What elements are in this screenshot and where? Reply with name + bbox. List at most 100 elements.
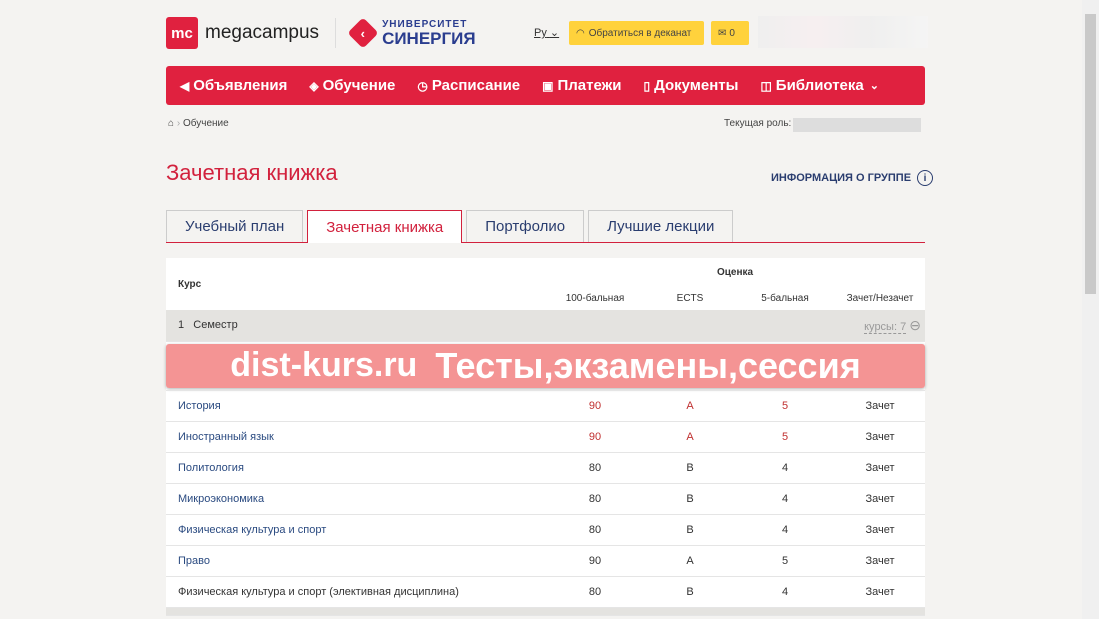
breadcrumb: ⌂ › Обучение <box>168 118 229 129</box>
course-name: Физическая культура и спорт (элективная … <box>166 576 545 608</box>
col-ects: ECTS <box>676 292 704 304</box>
course-name[interactable]: Микроэкономика <box>166 483 545 515</box>
megaphone-icon: ◀ <box>180 78 190 93</box>
dean-button[interactable]: ◠ Обратиться в деканат <box>569 21 704 45</box>
pass-status: Зачет <box>835 452 925 484</box>
table-row: Физическая культура и спорт 80 B 4 Зачет <box>166 514 925 546</box>
watermark: dist-kurs.ru Тесты,экзамены,сессия <box>166 343 925 388</box>
scrollbar-thumb[interactable] <box>1085 14 1096 294</box>
pass-status: Зачет <box>835 545 925 577</box>
tab-portfolio[interactable]: Портфолио <box>466 210 585 242</box>
synergy-bottom: СИНЕРГИЯ <box>382 28 476 48</box>
semester-label: 1 Семестр <box>166 310 545 342</box>
collapse-icon[interactable]: ⊖ <box>909 316 921 333</box>
score-100: 80 <box>545 514 645 546</box>
score-5: 4 <box>735 452 835 484</box>
col-5: 5-бальная <box>761 292 809 304</box>
user-profile-blurred[interactable] <box>758 16 928 48</box>
grades-table: Курс Оценка 100-бальная ECTS 5-бальная Заче… <box>166 258 925 616</box>
role-label: Текущая роль: <box>724 118 792 129</box>
score-100: 90 <box>545 545 645 577</box>
synergy-logo: ‹ УНИВЕРСИТЕТ СИНЕРГИЯ <box>347 17 476 49</box>
nav-schedule[interactable]: ◷ Расписание <box>417 77 521 94</box>
col-grade: Оценка <box>716 266 754 278</box>
nav-payments[interactable]: ▣ Платежи <box>542 77 622 94</box>
score-5: 5 <box>735 545 835 577</box>
score-5: 4 <box>735 483 835 515</box>
mail-count: 0 <box>729 27 735 39</box>
pass-status: Зачет <box>835 421 925 453</box>
card-icon: ▣ <box>542 78 554 93</box>
graduation-cap-icon: ◈ <box>309 78 319 93</box>
nav-documents[interactable]: ▯ Документы <box>643 77 739 94</box>
home-icon[interactable]: ⌂ <box>168 118 175 129</box>
nav-library[interactable]: ◫ Библиотека ⌄ <box>760 77 879 94</box>
table-row: Право 90 A 5 Зачет <box>166 545 925 577</box>
pass-status: Зачет <box>835 390 925 422</box>
score-ects: B <box>645 514 735 546</box>
pass-status: Зачет <box>835 576 925 608</box>
col-pass: Зачет/Незачет <box>846 292 914 304</box>
group-info-label: ИНФОРМАЦИЯ О ГРУППЕ <box>771 172 912 184</box>
col-course: Курс <box>178 278 202 290</box>
score-100: 90 <box>545 421 645 453</box>
course-name[interactable]: История <box>166 390 545 422</box>
table-row: Физическая культура и спорт (элективная … <box>166 576 925 608</box>
table-row: Микроэкономика 80 B 4 Зачет <box>166 483 925 515</box>
breadcrumb-separator-icon: › <box>176 118 181 129</box>
table-row: Иностранный язык 90 A 5 Зачет <box>166 421 925 453</box>
score-100: 80 <box>545 452 645 484</box>
tab-study-plan[interactable]: Учебный план <box>166 210 304 242</box>
main-nav: ◀ Объявления ◈ Обучение ◷ Расписание ▣ Плате… <box>166 66 925 105</box>
chevron-down-icon: ⌄ <box>869 80 879 92</box>
mail-icon: ✉ <box>718 27 727 39</box>
scrollbar[interactable] <box>1082 0 1099 619</box>
group-info-link[interactable]: ИНФОРМАЦИЯ О ГРУППЕ i <box>771 170 934 186</box>
megacampus-logo-text: megacampus <box>205 22 320 43</box>
course-name[interactable]: Политология <box>166 452 545 484</box>
score-ects: A <box>645 545 735 577</box>
pass-status: Зачет <box>835 514 925 546</box>
score-ects: B <box>645 452 735 484</box>
course-count[interactable]: курсы: 7 <box>864 320 907 334</box>
clock-icon: ◷ <box>417 78 428 93</box>
score-100: 80 <box>545 483 645 515</box>
table-row: История 90 A 5 Зачет <box>166 390 925 422</box>
watermark-row: dist-kurs.ru Тесты,экзамены,сессия <box>166 341 925 391</box>
score-5: 4 <box>735 576 835 608</box>
tab-best-lectures[interactable]: Лучшие лекции <box>588 210 734 242</box>
nav-learning[interactable]: ◈ Обучение <box>309 77 396 94</box>
divider <box>335 18 337 48</box>
score-ects: B <box>645 483 735 515</box>
score-5: 5 <box>735 421 835 453</box>
score-5: 5 <box>735 390 835 422</box>
nav-announcements[interactable]: ◀ Объявления <box>180 77 288 94</box>
logo[interactable]: mc megacampus ‹ УНИВЕРСИТЕТ СИНЕРГИЯ <box>166 17 476 49</box>
tabs: Учебный план Зачетная книжка Портфолио Л… <box>166 210 925 243</box>
tab-record-book[interactable]: Зачетная книжка <box>307 210 463 243</box>
mail-button[interactable]: ✉ 0 <box>711 21 749 45</box>
course-name[interactable]: Физическая культура и спорт <box>166 514 545 546</box>
current-role: Текущая роль: <box>724 118 922 132</box>
course-name[interactable]: Иностранный язык <box>166 421 545 453</box>
language-select[interactable]: Ру ⌄ <box>534 26 559 39</box>
table-row: Политология 80 B 4 Зачет <box>166 452 925 484</box>
score-ects: B <box>645 576 735 608</box>
breadcrumb-current: Обучение <box>182 118 229 129</box>
watermark-line-1: dist-kurs.ru <box>230 346 418 384</box>
synergy-logo-mark: ‹ <box>347 17 379 49</box>
semester-row[interactable]: 1 Семестр курсы: 7 ⊖ <box>166 310 925 342</box>
info-icon: i <box>917 170 934 186</box>
headset-icon: ◠ <box>576 27 585 39</box>
course-name[interactable]: Право <box>166 545 545 577</box>
pass-status: Зачет <box>835 483 925 515</box>
document-icon: ▯ <box>643 78 651 93</box>
role-blurred <box>793 118 922 132</box>
score-5: 4 <box>735 514 835 546</box>
score-100: 80 <box>545 576 645 608</box>
score-ects: A <box>645 390 735 422</box>
page-title: Зачетная книжка <box>166 160 338 185</box>
language-label: Ру <box>534 27 547 39</box>
col-100: 100-бальная <box>565 292 625 304</box>
score-ects: A <box>645 421 735 453</box>
